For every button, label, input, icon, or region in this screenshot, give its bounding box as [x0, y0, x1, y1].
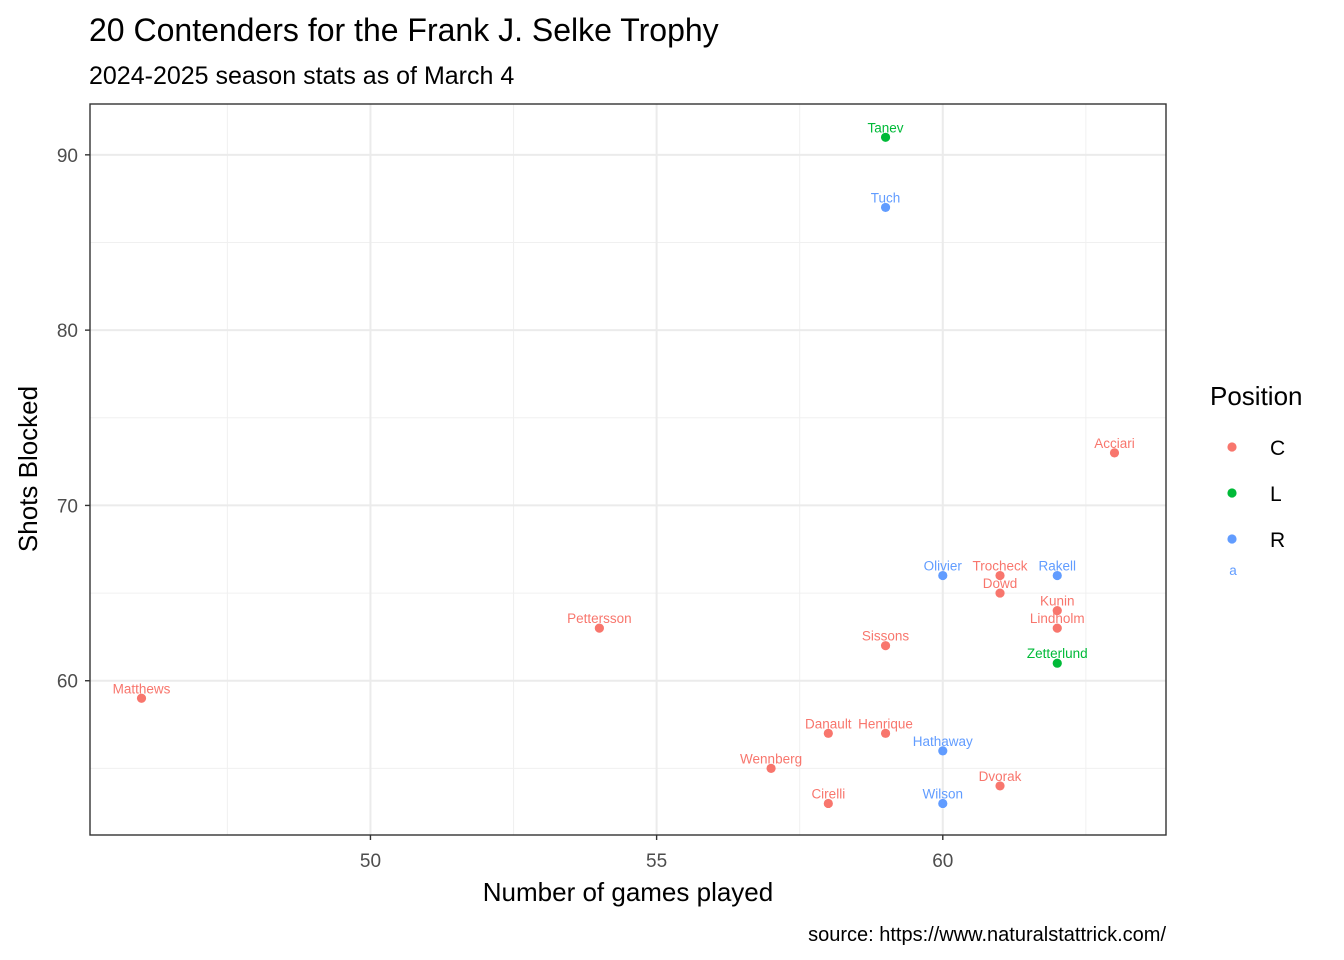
legend-key-point	[1227, 534, 1237, 544]
data-point	[823, 728, 833, 738]
point-label: Lindholm	[1030, 611, 1085, 626]
point-label: Sissons	[862, 629, 910, 644]
y-tick-label: 90	[57, 146, 78, 167]
data-point	[594, 623, 604, 633]
x-axis-title: Number of games played	[483, 877, 773, 907]
data-point	[1109, 448, 1120, 458]
x-tick-label: 60	[932, 851, 953, 872]
point-label: Olivier	[924, 559, 963, 574]
data-point	[1052, 606, 1062, 616]
y-axis-ticks: 60 70 80 90	[57, 146, 90, 693]
point-label: Kunin	[1040, 594, 1075, 609]
source-caption: source: https://www.naturalstattrick.com…	[808, 924, 1166, 946]
point-label: Matthews	[113, 681, 171, 696]
data-point	[995, 588, 1005, 598]
y-tick-label: 80	[57, 321, 78, 342]
legend-label: L	[1270, 483, 1282, 506]
point-label: Tuch	[871, 190, 901, 205]
point-label: Trocheck	[973, 559, 1028, 574]
legend-key-text: a	[1229, 563, 1237, 578]
data-point	[995, 781, 1005, 791]
point-label: Hathaway	[913, 734, 973, 749]
data-point	[823, 798, 833, 809]
data-point	[880, 641, 891, 651]
major-gridlines	[90, 104, 1166, 835]
plot-panel-border	[89, 103, 1167, 836]
point-label: Tanev	[868, 120, 904, 135]
y-tick-label: 60	[57, 672, 78, 693]
point-label: Pettersson	[567, 611, 632, 626]
point-label: Cirelli	[811, 786, 845, 801]
data-point	[136, 693, 147, 703]
legend-title: Position	[1210, 381, 1303, 411]
minor-gridlines	[90, 104, 1166, 835]
point-label: Wennberg	[740, 751, 802, 766]
x-axis-ticks: 50 55 60	[360, 835, 953, 872]
data-point	[995, 570, 1005, 581]
data-point	[1052, 570, 1062, 581]
point-label: Dvorak	[979, 769, 1022, 784]
point-label: Rakell	[1038, 559, 1076, 574]
chart-title: 20 Contenders for the Frank J. Selke Tro…	[89, 12, 719, 48]
legend-key-point	[1227, 488, 1237, 498]
data-point	[938, 746, 948, 756]
point-label: Zetterlund	[1027, 646, 1088, 661]
data-points	[136, 132, 1120, 809]
point-label: Acciari	[1094, 436, 1135, 451]
point-label: Danault	[805, 716, 852, 731]
data-point	[880, 728, 891, 738]
data-point	[938, 570, 948, 581]
data-point	[1052, 623, 1062, 633]
y-axis-title: Shots Blocked	[13, 386, 43, 552]
data-point	[938, 798, 948, 809]
legend-label: R	[1270, 529, 1285, 552]
point-label: Henrique	[858, 716, 913, 731]
x-tick-label: 50	[360, 851, 381, 872]
data-point	[766, 763, 776, 773]
y-tick-label: 70	[57, 496, 78, 517]
point-label: Wilson	[923, 786, 964, 801]
data-point	[880, 132, 891, 142]
x-tick-label: 55	[646, 851, 667, 872]
point-labels: Tanev Tuch Acciari Olivier Trocheck Rakell Dow…	[113, 120, 1135, 801]
data-point	[880, 202, 891, 213]
legend-label: C	[1270, 437, 1285, 460]
legend-key-point	[1227, 442, 1237, 452]
point-label: Dowd	[983, 576, 1018, 591]
plot-panel-background	[90, 104, 1166, 835]
data-point	[1052, 658, 1062, 668]
chart-subtitle: 2024-2025 season stats as of March 4	[89, 62, 514, 90]
